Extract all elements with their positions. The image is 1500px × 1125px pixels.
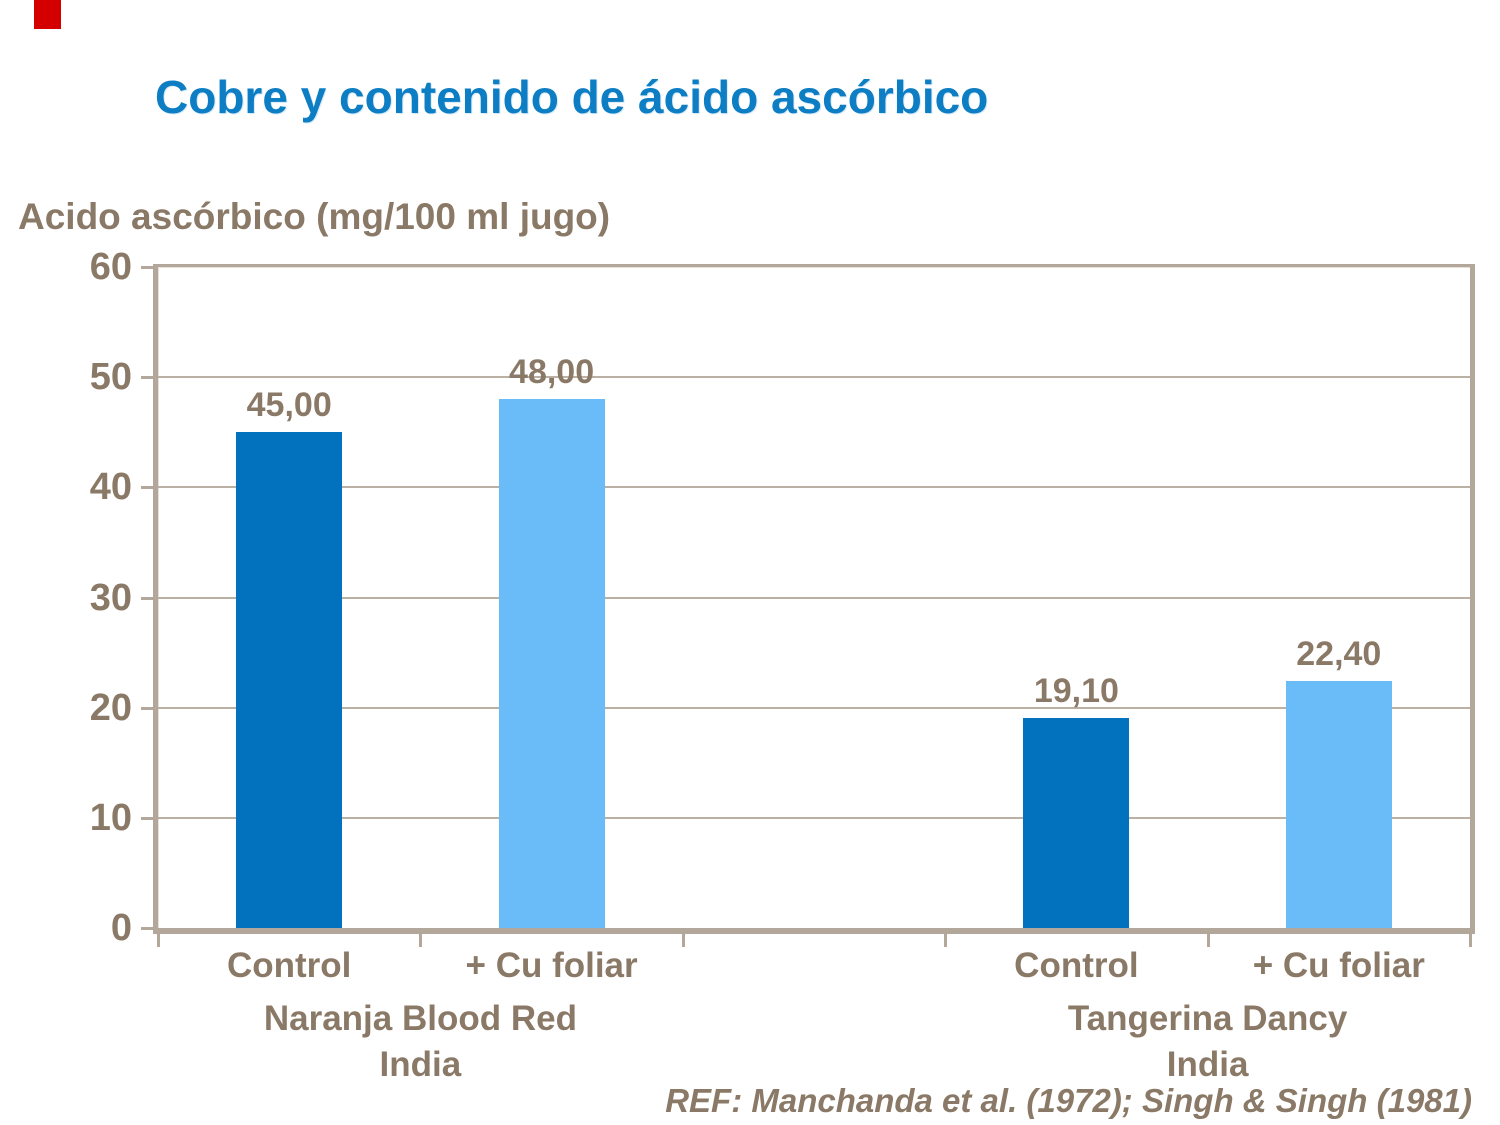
y-tick-label: 50 <box>89 356 132 399</box>
y-axis-title: Acido ascórbico (mg/100 ml jugo) <box>18 196 611 237</box>
bar-control <box>1023 717 1130 928</box>
bar--cu-foliar <box>1285 681 1392 928</box>
bar-value-label: 45,00 <box>246 386 332 425</box>
y-tick-label: 60 <box>89 246 132 288</box>
x-tick-mark <box>1469 934 1472 947</box>
gridline <box>158 706 1470 709</box>
bar-value-label: 22,40 <box>1296 635 1382 674</box>
y-tick-label: 10 <box>89 796 132 839</box>
group-label-line2: India <box>1166 1045 1249 1084</box>
reference-citation: REF: Manchanda et al. (1972); Singh & Si… <box>665 1082 1472 1119</box>
y-tick-mark <box>141 706 154 710</box>
x-tick-mark <box>944 934 948 947</box>
y-tick-mark <box>141 486 154 490</box>
bar-value-label: 48,00 <box>509 353 595 392</box>
x-tick-mark <box>1206 934 1210 947</box>
bar-value-label: 19,10 <box>1033 671 1119 710</box>
x-tick-mark <box>681 934 685 947</box>
group-label: Naranja Blood Red India <box>158 996 683 1088</box>
y-tick-mark <box>141 596 154 600</box>
y-tick-mark <box>141 816 154 820</box>
y-tick-label: 40 <box>89 466 132 509</box>
group-label-line2: India <box>379 1045 462 1084</box>
gridline <box>158 816 1470 819</box>
bar--cu-foliar <box>498 399 605 928</box>
x-category-label: Control <box>1014 946 1139 985</box>
x-tick-mark <box>419 934 423 947</box>
y-tick-label: 20 <box>89 686 132 729</box>
group-label-line1: Tangerina Dancy <box>1067 999 1348 1038</box>
y-tick-mark <box>141 927 154 930</box>
x-category-label: + Cu foliar <box>1252 946 1425 985</box>
plot-area <box>153 264 1475 934</box>
x-category-label: + Cu foliar <box>465 946 638 985</box>
x-tick-mark <box>157 934 160 947</box>
y-tick-mark <box>141 376 154 380</box>
y-tick-label: 0 <box>110 907 132 949</box>
x-category-label: Control <box>226 946 352 985</box>
gridline <box>158 596 1470 599</box>
group-label: Tangerina Dancy India <box>945 996 1470 1088</box>
gridline <box>158 376 1470 379</box>
bar-control <box>236 432 343 928</box>
y-tick-label: 30 <box>89 576 132 619</box>
chart-title: Cobre y contenido de ácido ascórbico <box>155 71 989 123</box>
y-tick-mark <box>141 266 154 269</box>
gridline <box>158 486 1470 489</box>
group-label-line1: Naranja Blood Red <box>263 999 577 1038</box>
red-accent-box <box>34 0 61 29</box>
